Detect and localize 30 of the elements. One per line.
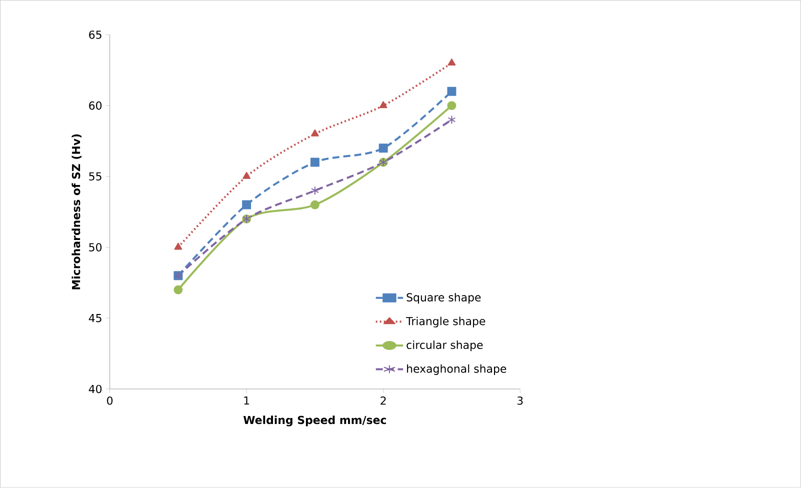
legend-label: circular shape [406,340,483,352]
point [448,115,456,124]
point [174,242,182,250]
y-tick-label: 60 [89,102,102,110]
x-axis-title: Welding Speed mm/sec [243,416,386,426]
y-tick-label: 65 [89,30,102,39]
point [448,58,456,66]
x-tick-label: 1 [244,396,250,405]
point [379,101,388,108]
y-tick-label: 50 [89,243,102,252]
x-tick-label: 0 [107,396,113,405]
y-tick-label: 40 [88,384,102,394]
point [447,101,456,110]
point [242,172,251,180]
point [447,87,456,96]
point [310,130,319,137]
point [310,186,319,196]
x-tick-label: 3 [517,396,523,405]
point [174,285,183,294]
y-tick-label: 45 [88,314,102,322]
point [242,200,252,210]
legend-label: Triangle shape [406,316,486,328]
legend-label: Square shape [406,293,481,304]
y-tick-label: 55 [89,172,102,181]
y-axis-title: Microhardness of SZ (Hv) [72,134,82,290]
point [310,200,320,210]
point [310,158,320,167]
point [378,144,388,153]
x-tick-label: 2 [380,396,386,405]
legend-label: hexaghonal shape [407,364,506,376]
